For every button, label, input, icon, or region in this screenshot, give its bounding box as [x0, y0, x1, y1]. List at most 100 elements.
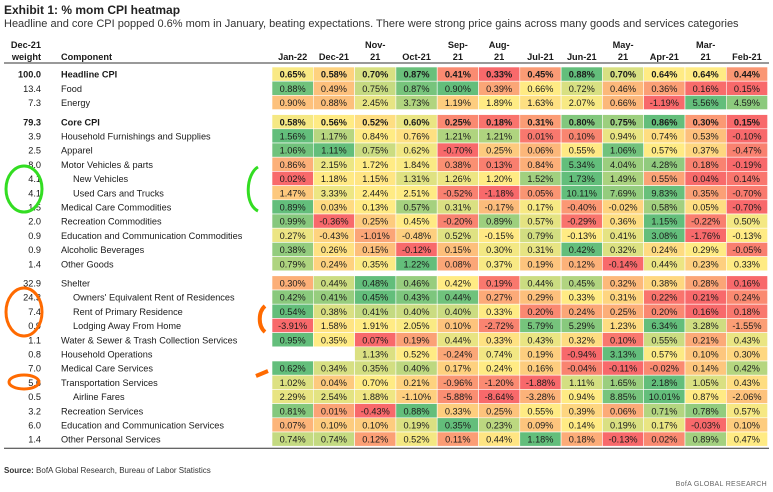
cell-value: 1.13%	[362, 350, 388, 360]
row-label: Transportation Services	[61, 378, 158, 388]
row-label: Recreation Commodities	[61, 217, 162, 227]
cell-value: 0.32%	[610, 279, 636, 289]
cell-value: 0.19%	[404, 335, 430, 345]
column-header: Jun-21	[567, 52, 597, 62]
row-weight: 7.0	[28, 364, 41, 374]
row-weight: 1.4	[28, 259, 41, 269]
row-weight: 0.5	[28, 392, 41, 402]
cell-value: 0.66%	[610, 98, 636, 108]
cell-value: 0.76%	[404, 132, 430, 142]
cell-value: -0.22%	[691, 217, 720, 227]
row-label: Owners' Equivalent Rent of Residences	[73, 293, 235, 303]
cell-value: 0.64%	[651, 70, 677, 80]
cell-value: 0.22%	[651, 293, 677, 303]
brand-footer: BofA GLOBAL RESEARCH	[675, 481, 767, 488]
cell-value: -2.72%	[485, 321, 514, 331]
cell-value: 1.65%	[610, 378, 636, 388]
cell-value: 3.73%	[404, 98, 430, 108]
cell-value: 0.38%	[651, 279, 677, 289]
cell-value: 1.06%	[280, 146, 306, 156]
cell-value: -3.91%	[278, 321, 307, 331]
cell-value: 0.55%	[527, 406, 553, 416]
cell-value: -0.24%	[443, 350, 472, 360]
cell-value: 0.29%	[693, 245, 719, 255]
cell-value: 2.45%	[362, 98, 388, 108]
cell-value: 0.90%	[280, 98, 306, 108]
component-header: Component	[61, 52, 112, 62]
cell-value: 5.79%	[527, 321, 553, 331]
cell-value: 1.21%	[445, 132, 471, 142]
cell-value: 1.89%	[486, 98, 512, 108]
cell-value: 1.11%	[569, 378, 594, 388]
cell-value: 0.06%	[610, 406, 636, 416]
cell-value: 1.15%	[362, 174, 388, 184]
cell-value: 0.72%	[569, 84, 595, 94]
cell-value: 1.23%	[610, 321, 636, 331]
cell-value: -0.70%	[732, 203, 761, 213]
cell-value: -1.19%	[650, 98, 679, 108]
cell-value: 0.40%	[445, 307, 471, 317]
cell-value: 0.74%	[321, 435, 347, 445]
cell-value: 1.58%	[321, 321, 347, 331]
cell-value: 0.44%	[445, 293, 471, 303]
cell-value: 0.44%	[734, 70, 760, 80]
cell-value: 0.52%	[404, 350, 430, 360]
cell-value: 0.10%	[569, 132, 595, 142]
column-header-top: Nov-	[365, 40, 385, 50]
cell-value: 1.72%	[362, 160, 388, 170]
cell-value: 0.31%	[445, 203, 471, 213]
row-label: Other Personal Services	[61, 435, 161, 445]
cell-value: 0.19%	[527, 350, 553, 360]
cell-value: 0.26%	[321, 245, 347, 255]
cell-value: 0.88%	[404, 406, 430, 416]
cell-value: 0.10%	[362, 421, 388, 431]
cell-value: 0.16%	[693, 307, 719, 317]
chart-title: Exhibit 1: % mom CPI heatmap	[4, 3, 181, 17]
cell-value: 0.17%	[651, 421, 677, 431]
cell-value: -0.40%	[567, 203, 596, 213]
cell-value: 10.01%	[649, 392, 680, 402]
cell-value: 0.78%	[693, 406, 719, 416]
cell-value: 0.52%	[362, 117, 388, 127]
cell-value: 0.41%	[321, 293, 347, 303]
cell-value: 4.28%	[651, 160, 677, 170]
cell-value: 0.38%	[280, 245, 306, 255]
cell-value: 0.74%	[280, 435, 306, 445]
cell-value: 1.06%	[610, 146, 636, 156]
cell-value: 0.62%	[404, 146, 430, 156]
cell-value: 0.19%	[486, 279, 512, 289]
cell-value: -1.01%	[361, 231, 390, 241]
cell-value: 0.70%	[610, 70, 636, 80]
row-label: Shelter	[61, 279, 90, 289]
cell-value: 0.10%	[445, 321, 471, 331]
row-weight: 3.2	[28, 406, 41, 416]
cell-value: 0.35%	[445, 421, 471, 431]
column-header-top: Aug-	[489, 40, 510, 50]
row-weight: 0.8	[28, 350, 41, 360]
cell-value: 0.14%	[569, 421, 595, 431]
row-weight: 3.9	[28, 132, 41, 142]
cell-value: -0.29%	[567, 217, 596, 227]
cell-value: 0.28%	[693, 279, 719, 289]
cell-value: 0.44%	[486, 435, 512, 445]
row-label: Apparel	[61, 146, 93, 156]
cell-value: 0.58%	[321, 70, 347, 80]
cell-value: 1.52%	[527, 174, 553, 184]
cell-value: 0.65%	[280, 70, 306, 80]
cell-value: 0.03%	[321, 203, 347, 213]
column-header-top: Sep-	[448, 40, 468, 50]
source-note: Source: BofA Global Research, Bureau of …	[4, 466, 211, 475]
cell-value: -8.64%	[485, 392, 514, 402]
cell-value: 0.32%	[610, 245, 636, 255]
row-weight: 2.5	[28, 146, 41, 156]
cell-value: 4.59%	[734, 98, 760, 108]
row-weight: 24.3	[23, 293, 41, 303]
row-label: Household Operations	[61, 350, 153, 360]
cell-value: 0.84%	[362, 132, 388, 142]
cell-value: 0.89%	[486, 217, 512, 227]
row-label: Energy	[61, 98, 91, 108]
cell-value: 0.15%	[734, 84, 760, 94]
cell-value: -0.05%	[732, 245, 761, 255]
cell-value: 0.35%	[693, 188, 719, 198]
row-weight: 1.4	[28, 435, 41, 445]
